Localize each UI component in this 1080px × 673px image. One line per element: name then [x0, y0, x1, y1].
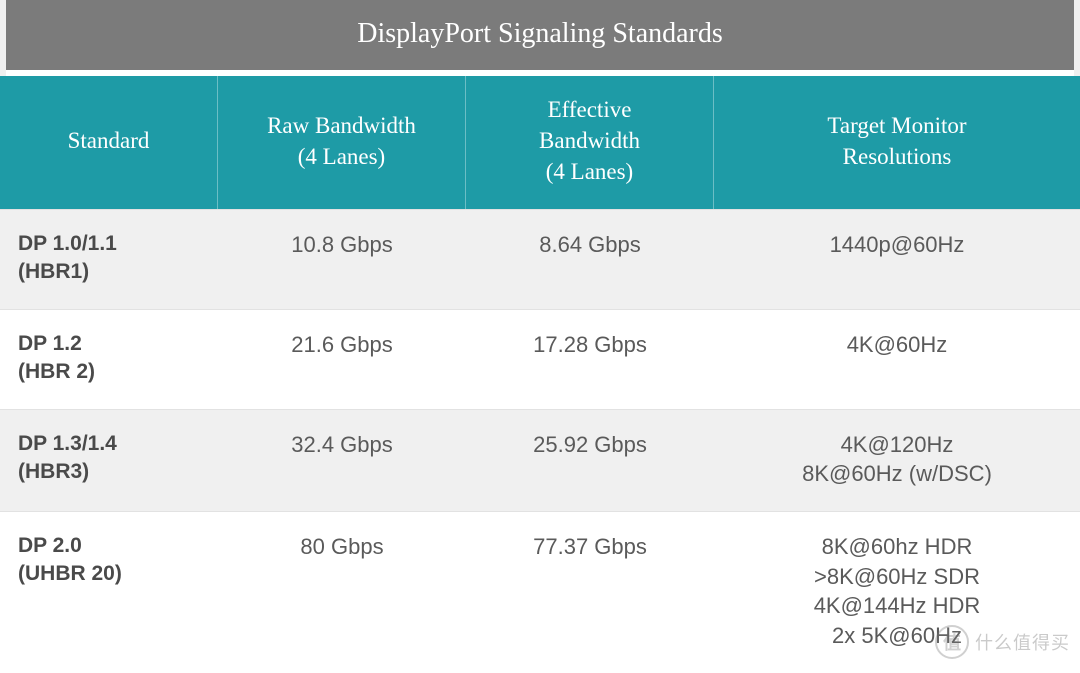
cell-raw-bw: 32.4 Gbps: [218, 410, 466, 511]
cell-eff-bw: 17.28 Gbps: [466, 310, 714, 409]
cell-target-res: 8K@60hz HDR>8K@60Hz SDR4K@144Hz HDR2x 5K…: [714, 512, 1080, 673]
table-row: DP 1.3/1.4(HBR3) 32.4 Gbps 25.92 Gbps 4K…: [0, 409, 1080, 511]
cell-target-res: 1440p@60Hz: [714, 210, 1080, 309]
cell-standard: DP 1.2(HBR 2): [0, 310, 218, 409]
cell-eff-bw: 77.37 Gbps: [466, 512, 714, 673]
col-header-raw-bw: Raw Bandwidth(4 Lanes): [218, 76, 466, 209]
col-header-standard: Standard: [0, 76, 218, 209]
table-header-row: Standard Raw Bandwidth(4 Lanes) Effectiv…: [0, 76, 1080, 209]
cell-standard: DP 1.0/1.1(HBR1): [0, 210, 218, 309]
col-header-eff-bw: EffectiveBandwidth(4 Lanes): [466, 76, 714, 209]
cell-raw-bw: 21.6 Gbps: [218, 310, 466, 409]
cell-eff-bw: 8.64 Gbps: [466, 210, 714, 309]
cell-standard: DP 2.0(UHBR 20): [0, 512, 218, 673]
table-row: DP 2.0(UHBR 20) 80 Gbps 77.37 Gbps 8K@60…: [0, 511, 1080, 673]
col-header-target-res: Target MonitorResolutions: [714, 76, 1080, 209]
cell-standard: DP 1.3/1.4(HBR3): [0, 410, 218, 511]
cell-target-res: 4K@60Hz: [714, 310, 1080, 409]
table-row: DP 1.2(HBR 2) 21.6 Gbps 17.28 Gbps 4K@60…: [0, 309, 1080, 409]
cell-eff-bw: 25.92 Gbps: [466, 410, 714, 511]
cell-target-res: 4K@120Hz8K@60Hz (w/DSC): [714, 410, 1080, 511]
cell-raw-bw: 80 Gbps: [218, 512, 466, 673]
table-title: DisplayPort Signaling Standards: [6, 0, 1074, 76]
cell-raw-bw: 10.8 Gbps: [218, 210, 466, 309]
dp-standards-table: DisplayPort Signaling Standards Standard…: [0, 0, 1080, 673]
table-row: DP 1.0/1.1(HBR1) 10.8 Gbps 8.64 Gbps 144…: [0, 209, 1080, 309]
